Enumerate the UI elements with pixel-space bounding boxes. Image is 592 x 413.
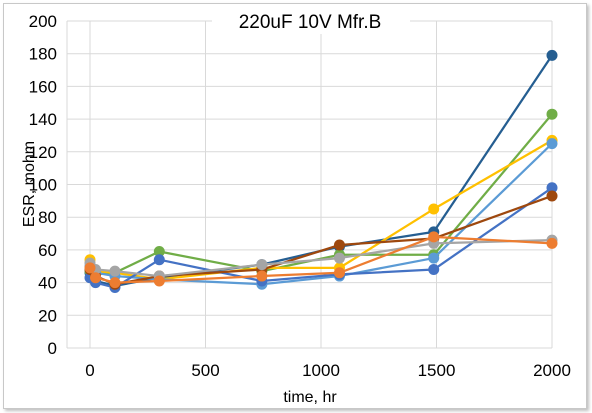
y-tick-label: 60 [38,241,57,260]
y-axis-title: ESR, mohm [21,141,38,227]
data-point [333,239,345,251]
x-tick-label: 2000 [533,361,571,380]
data-point [84,262,96,274]
data-point [256,270,268,282]
data-point [546,49,558,61]
x-tick-label: 1500 [418,361,456,380]
gridlines [67,20,553,349]
y-tick-label: 80 [38,208,57,227]
data-point [428,264,440,276]
x-axis-title: time, hr [283,389,337,406]
data-point [546,108,558,120]
data-point [153,254,165,266]
data-point [153,275,165,287]
x-tick-label: 1000 [302,361,340,380]
y-tick-label: 160 [29,77,57,96]
y-tick-label: 40 [38,274,57,293]
series-8 [84,231,558,289]
data-point [109,277,121,289]
chart-title: 220uF 10V Mfr.B [239,12,382,33]
data-point [333,252,345,264]
y-tick-labels: 0 20 40 60 80 100 120 140 160 180 200 [29,12,57,358]
y-tick-label: 200 [29,12,57,31]
data-point [153,246,165,258]
series-group [84,49,558,294]
y-tick-label: 100 [29,176,57,195]
data-point [428,203,440,215]
data-point [546,190,558,202]
y-tick-label: 140 [29,110,57,129]
data-point [90,272,102,284]
y-tick-label: 0 [48,339,57,358]
y-tick-label: 180 [29,45,57,64]
data-point [546,237,558,249]
x-tick-label: 500 [191,361,219,380]
data-point [256,259,268,271]
data-point [428,252,440,264]
data-point [333,267,345,279]
data-point [428,231,440,243]
chart-title-background [212,8,410,34]
data-point [546,138,558,150]
chart-frame [3,3,587,409]
x-tick-labels: 0 500 1000 1500 2000 [85,361,571,380]
data-point [546,182,558,194]
x-tick-label: 0 [85,361,94,380]
y-tick-label: 20 [38,306,57,325]
data-point [109,265,121,277]
y-tick-label: 120 [29,143,57,162]
